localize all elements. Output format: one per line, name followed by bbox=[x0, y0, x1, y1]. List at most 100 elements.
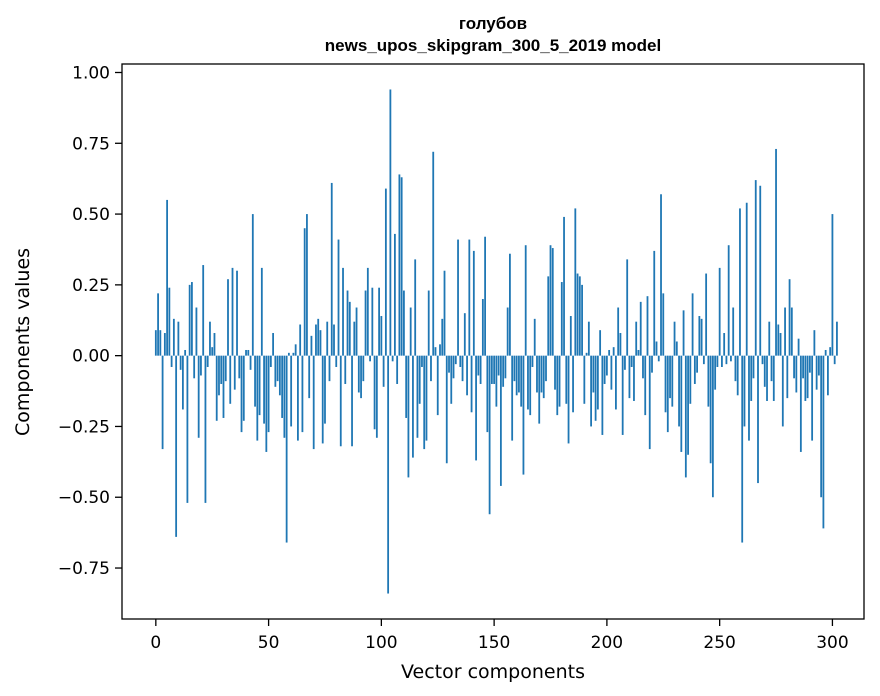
bar-74 bbox=[321, 355, 324, 444]
bar-62 bbox=[294, 344, 297, 356]
bar-49 bbox=[265, 355, 268, 452]
bar-66 bbox=[303, 228, 306, 356]
bar-82 bbox=[339, 355, 342, 447]
bar-259 bbox=[739, 208, 741, 356]
bar-174 bbox=[547, 276, 550, 356]
bar-54 bbox=[276, 355, 279, 382]
bar-283 bbox=[793, 355, 795, 379]
bar-51 bbox=[269, 355, 272, 367]
bar-87 bbox=[351, 355, 353, 447]
bar-137 bbox=[463, 313, 466, 356]
bar-223 bbox=[657, 355, 660, 362]
bar-233 bbox=[680, 355, 683, 452]
bar-278 bbox=[781, 355, 784, 427]
bar-221 bbox=[653, 250, 656, 356]
bar-48 bbox=[263, 355, 265, 424]
bar-229 bbox=[671, 355, 674, 407]
bar-159 bbox=[513, 355, 516, 382]
bar-194 bbox=[592, 355, 595, 393]
bar-23 bbox=[206, 355, 209, 367]
y-axis-label: Components values bbox=[12, 248, 34, 436]
bar-183 bbox=[567, 355, 570, 444]
bar-209 bbox=[626, 259, 629, 356]
bar-3 bbox=[161, 355, 164, 450]
bar-166 bbox=[529, 355, 532, 416]
bar-139 bbox=[468, 239, 471, 356]
bar-127 bbox=[441, 318, 444, 356]
bar-236 bbox=[687, 355, 689, 455]
bar-21 bbox=[202, 265, 205, 356]
bar-65 bbox=[301, 355, 304, 433]
bar-123 bbox=[432, 151, 435, 356]
bar-15 bbox=[188, 284, 191, 356]
bar-39 bbox=[242, 355, 245, 421]
bar-59 bbox=[287, 352, 290, 356]
x-axis-label: Vector components bbox=[401, 661, 585, 683]
bar-115 bbox=[414, 259, 417, 356]
bar-249 bbox=[716, 355, 719, 367]
bar-145 bbox=[481, 299, 484, 356]
bar-77 bbox=[328, 355, 331, 382]
bar-285 bbox=[797, 338, 800, 356]
bar-245 bbox=[707, 355, 710, 407]
bar-225 bbox=[662, 293, 665, 356]
bar-129 bbox=[445, 355, 448, 464]
bar-160 bbox=[515, 355, 518, 396]
bar-20 bbox=[200, 355, 202, 376]
bar-167 bbox=[531, 355, 534, 367]
bar-218 bbox=[646, 296, 649, 356]
bar-105 bbox=[391, 355, 394, 362]
bar-262 bbox=[745, 202, 748, 356]
bar-122 bbox=[430, 355, 432, 382]
bar-291 bbox=[811, 355, 814, 441]
bar-205 bbox=[617, 307, 620, 356]
bar-19 bbox=[197, 355, 200, 438]
bar-187 bbox=[576, 273, 579, 356]
y-tick-label: 0.00 bbox=[72, 347, 110, 367]
bar-163 bbox=[522, 355, 525, 475]
bar-5 bbox=[166, 199, 168, 356]
bar-299 bbox=[829, 347, 832, 356]
bar-287 bbox=[802, 355, 804, 379]
bar-189 bbox=[581, 284, 583, 356]
bar-298 bbox=[827, 355, 829, 396]
bar-239 bbox=[693, 355, 696, 384]
bar-148 bbox=[488, 355, 491, 515]
bar-226 bbox=[664, 355, 667, 413]
bar-131 bbox=[450, 355, 453, 404]
bar-24 bbox=[209, 321, 211, 356]
bar-30 bbox=[222, 355, 225, 418]
bar-42 bbox=[249, 355, 252, 370]
bar-247 bbox=[711, 355, 714, 498]
bar-111 bbox=[405, 355, 408, 418]
bar-79 bbox=[333, 324, 335, 356]
bar-274 bbox=[772, 355, 775, 401]
bar-190 bbox=[583, 355, 586, 404]
bar-215 bbox=[639, 301, 642, 356]
bar-29 bbox=[220, 355, 223, 384]
bar-281 bbox=[788, 279, 791, 356]
bar-284 bbox=[795, 355, 798, 393]
bar-241 bbox=[698, 316, 701, 356]
bar-9 bbox=[175, 355, 178, 537]
bar-116 bbox=[416, 355, 419, 438]
bar-230 bbox=[673, 321, 676, 356]
bar-219 bbox=[648, 355, 651, 450]
bar-231 bbox=[675, 341, 678, 356]
bar-119 bbox=[423, 355, 426, 450]
bar-17 bbox=[193, 355, 196, 379]
bar-201 bbox=[608, 349, 611, 356]
bar-89 bbox=[355, 307, 358, 356]
bar-95 bbox=[369, 355, 371, 362]
bar-250 bbox=[718, 267, 721, 356]
bar-56 bbox=[281, 355, 284, 418]
bar-2 bbox=[159, 330, 162, 356]
bar-91 bbox=[360, 355, 362, 399]
bar-126 bbox=[439, 344, 441, 356]
bar-252 bbox=[723, 333, 726, 356]
bar-168 bbox=[533, 318, 536, 356]
bar-207 bbox=[621, 355, 624, 435]
bar-180 bbox=[560, 282, 563, 356]
bar-64 bbox=[299, 324, 302, 356]
